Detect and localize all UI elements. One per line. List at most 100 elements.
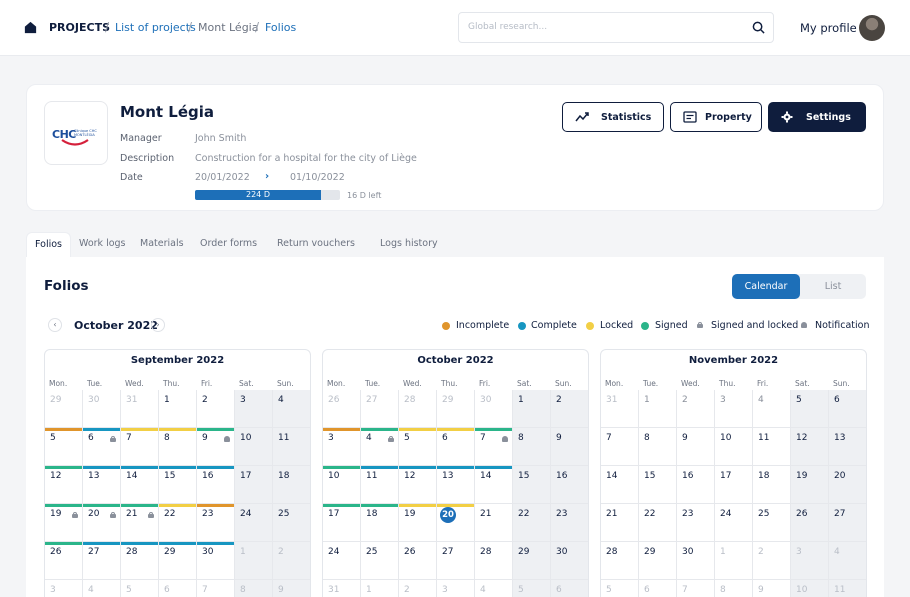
day-cell[interactable]: 29 [45, 390, 83, 428]
day-cell[interactable]: 31 [323, 580, 361, 597]
day-cell[interactable]: 30 [677, 542, 715, 580]
day-cell[interactable]: 6 [83, 428, 121, 466]
day-cell[interactable]: 3 [715, 390, 753, 428]
day-cell[interactable]: 1 [361, 580, 399, 597]
day-cell[interactable]: 3 [437, 580, 475, 597]
tab-order-forms[interactable]: Order forms [200, 238, 258, 249]
day-cell[interactable]: 8 [513, 428, 551, 466]
day-cell[interactable]: 1 [159, 390, 197, 428]
day-cell[interactable]: 28 [399, 390, 437, 428]
day-cell[interactable]: 24 [323, 542, 361, 580]
tab-work-logs[interactable]: Work logs [79, 238, 126, 249]
day-cell[interactable]: 21 [601, 504, 639, 542]
day-cell[interactable]: 12 [791, 428, 829, 466]
day-cell[interactable]: 5 [513, 580, 551, 597]
day-cell[interactable]: 8 [235, 580, 273, 597]
day-cell[interactable]: 8 [715, 580, 753, 597]
day-cell[interactable]: 2 [399, 580, 437, 597]
day-cell[interactable]: 28 [601, 542, 639, 580]
tab-folios[interactable]: Folios [26, 232, 71, 257]
property-button[interactable]: Property [670, 102, 762, 132]
day-cell[interactable]: 16 [197, 466, 235, 504]
day-cell[interactable]: 5 [791, 390, 829, 428]
day-cell[interactable]: 10 [791, 580, 829, 597]
day-cell[interactable]: 16 [677, 466, 715, 504]
day-cell[interactable]: 11 [753, 428, 791, 466]
day-cell[interactable]: 20 [437, 504, 475, 542]
day-cell[interactable]: 7 [197, 580, 235, 597]
day-cell[interactable]: 19 [399, 504, 437, 542]
day-cell[interactable]: 25 [273, 504, 310, 542]
profile-link[interactable]: My profile [800, 21, 857, 35]
day-cell[interactable]: 29 [639, 542, 677, 580]
day-cell[interactable]: 27 [83, 542, 121, 580]
day-cell[interactable]: 12 [45, 466, 83, 504]
day-cell[interactable]: 27 [361, 390, 399, 428]
day-cell[interactable]: 2 [551, 390, 588, 428]
day-cell[interactable]: 30 [197, 542, 235, 580]
day-cell[interactable]: 13 [437, 466, 475, 504]
day-cell[interactable]: 30 [83, 390, 121, 428]
day-cell[interactable]: 4 [753, 390, 791, 428]
day-cell[interactable]: 30 [475, 390, 513, 428]
day-cell[interactable]: 4 [475, 580, 513, 597]
day-cell[interactable]: 11 [361, 466, 399, 504]
search-input[interactable]: Global research... [458, 12, 774, 43]
day-cell[interactable]: 6 [639, 580, 677, 597]
day-cell[interactable]: 19 [791, 466, 829, 504]
day-cell[interactable]: 26 [323, 390, 361, 428]
day-cell[interactable]: 2 [677, 390, 715, 428]
day-cell[interactable]: 27 [829, 504, 866, 542]
day-cell[interactable]: 13 [83, 466, 121, 504]
day-cell[interactable]: 15 [639, 466, 677, 504]
day-cell[interactable]: 15 [159, 466, 197, 504]
day-cell[interactable]: 25 [753, 504, 791, 542]
day-cell[interactable]: 30 [551, 542, 588, 580]
day-cell[interactable]: 28 [475, 542, 513, 580]
day-cell[interactable]: 17 [715, 466, 753, 504]
day-cell[interactable]: 5 [399, 428, 437, 466]
day-cell[interactable]: 3 [45, 580, 83, 597]
tab-logs-history[interactable]: Logs history [380, 238, 438, 249]
list-view-button[interactable]: List [824, 281, 842, 292]
day-cell[interactable]: 22 [513, 504, 551, 542]
day-cell[interactable]: 4 [361, 428, 399, 466]
day-cell[interactable]: 7 [677, 580, 715, 597]
day-cell[interactable]: 19 [45, 504, 83, 542]
search-icon[interactable] [752, 21, 765, 34]
breadcrumb-projects[interactable]: PROJECTS [49, 21, 110, 34]
day-cell[interactable]: 18 [753, 466, 791, 504]
statistics-button[interactable]: Statistics [562, 102, 664, 132]
day-cell[interactable]: 4 [83, 580, 121, 597]
day-cell[interactable]: 9 [273, 580, 310, 597]
day-cell[interactable]: 25 [361, 542, 399, 580]
day-cell[interactable]: 1 [235, 542, 273, 580]
day-cell[interactable]: 4 [829, 542, 866, 580]
day-cell[interactable]: 2 [753, 542, 791, 580]
tab-return-vouchers[interactable]: Return vouchers [277, 238, 355, 249]
day-cell[interactable]: 28 [121, 542, 159, 580]
day-cell[interactable]: 10 [235, 428, 273, 466]
day-cell[interactable]: 7 [475, 428, 513, 466]
day-cell[interactable]: 5 [45, 428, 83, 466]
day-cell[interactable]: 29 [437, 390, 475, 428]
day-cell[interactable]: 18 [273, 466, 310, 504]
day-cell[interactable]: 26 [791, 504, 829, 542]
day-cell[interactable]: 12 [399, 466, 437, 504]
day-cell[interactable]: 3 [791, 542, 829, 580]
day-cell[interactable]: 14 [475, 466, 513, 504]
day-cell[interactable]: 4 [273, 390, 310, 428]
day-cell[interactable]: 17 [323, 504, 361, 542]
day-cell[interactable]: 24 [235, 504, 273, 542]
day-cell[interactable]: 10 [715, 428, 753, 466]
day-cell[interactable]: 23 [677, 504, 715, 542]
settings-button[interactable]: Settings [768, 102, 866, 132]
calendar-view-button[interactable]: Calendar [732, 274, 800, 299]
day-cell[interactable]: 22 [639, 504, 677, 542]
day-cell[interactable]: 31 [121, 390, 159, 428]
day-cell[interactable]: 20 [83, 504, 121, 542]
day-cell[interactable]: 9 [197, 428, 235, 466]
day-cell[interactable]: 3 [323, 428, 361, 466]
day-cell[interactable]: 1 [639, 390, 677, 428]
day-cell[interactable]: 2 [197, 390, 235, 428]
